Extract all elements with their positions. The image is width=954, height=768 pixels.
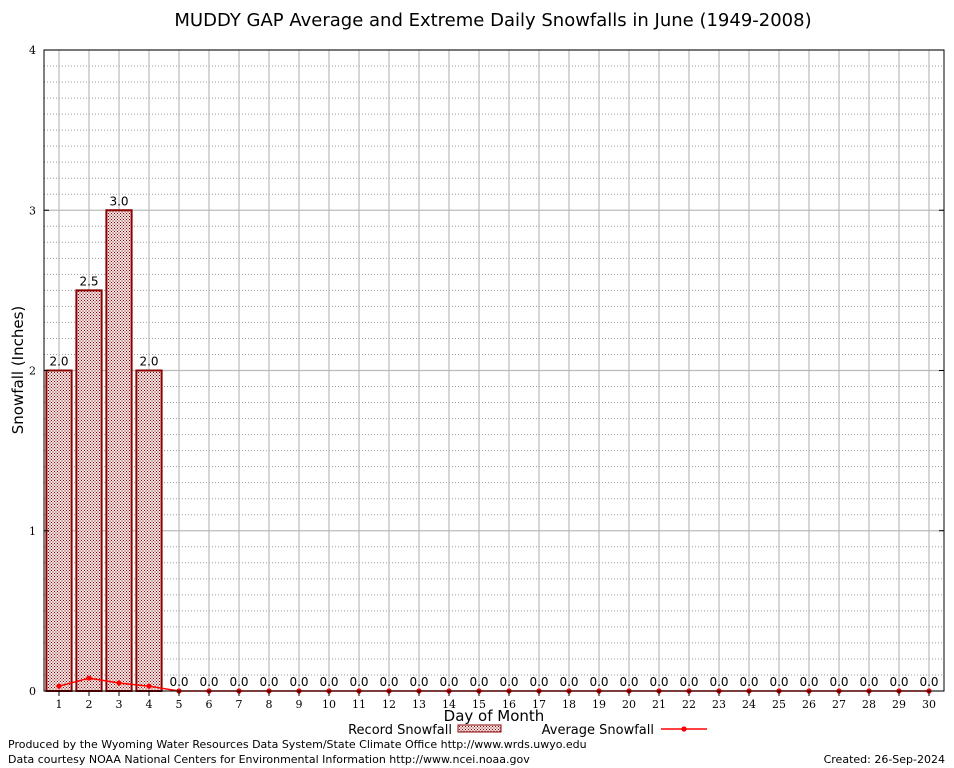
y-axis-title: Snowfall (Inches) [9,306,27,434]
legend-average-label: Average Snowfall [542,723,654,738]
bar-value-label: 3.0 [109,194,128,208]
bar-value-label: 0.0 [229,675,248,689]
bar-value-label: 0.0 [589,675,608,689]
x-tick-label: 6 [206,698,213,711]
x-tick-label: 30 [922,698,936,711]
x-tick-label: 23 [712,698,726,711]
legend-record-swatch [457,724,502,733]
x-tick-label: 16 [502,698,516,711]
x-tick-label: 27 [832,698,846,711]
footer-created-date: Created: 26-Sep-2024 [823,753,945,766]
bar-value-label: 0.0 [619,675,638,689]
bar-value-label: 2.0 [49,355,68,369]
bar-value-label: 0.0 [529,675,548,689]
bar-value-label: 0.0 [199,675,218,689]
x-tick-label: 7 [236,698,243,711]
legend-record-label: Record Snowfall [348,723,452,738]
x-tick-label: 10 [322,698,336,711]
chart-title: MUDDY GAP Average and Extreme Daily Snow… [174,10,811,31]
bar-value-label: 0.0 [889,675,908,689]
bar-value-labels: 2.0 2.5 3.0 2.0 0.0 0.0 0.0 0.0 0.0 0.0 0.0 0.0 0.0 0… [49,194,938,689]
record-snowfall-bars [45,209,163,692]
x-tick-label: 14 [442,698,456,711]
legend: Record Snowfall Average Snowfall [348,723,707,738]
x-axis-title: Day of Month [444,707,545,725]
x-tick-label: 4 [146,698,153,711]
bar-value-label: 0.0 [259,675,278,689]
x-tick-label: 26 [802,698,816,711]
y-tick-label: 2 [29,365,36,378]
average-point [56,683,62,689]
x-tick-label: 1 [56,698,63,711]
bar-value-label: 0.0 [349,675,368,689]
x-tick-label: 15 [472,698,486,711]
y-tick-label: 3 [29,204,36,217]
x-tick-label: 22 [682,698,696,711]
bar-value-label: 0.0 [799,675,818,689]
average-point [116,680,122,686]
bar-value-label: 2.5 [79,274,98,288]
bar-value-label: 0.0 [829,675,848,689]
average-point [146,683,152,689]
bar-value-label: 0.0 [169,675,188,689]
record-bar [45,369,73,692]
x-tick-label: 5 [176,698,183,711]
bar-value-label: 0.0 [319,675,338,689]
x-tick-label: 17 [532,698,546,711]
bar-value-label: 0.0 [559,675,578,689]
bar-value-label: 0.0 [439,675,458,689]
x-tick-label: 12 [382,698,396,711]
x-tick-label: 21 [652,698,666,711]
bar-value-label: 0.0 [739,675,758,689]
bar-value-label: 0.0 [769,675,788,689]
x-tick-label: 20 [622,698,636,711]
x-tick-label: 11 [352,698,366,711]
footer-credit-noaa: Data courtesy NOAA National Centers for … [8,753,530,766]
x-tick-label: 29 [892,698,906,711]
x-tick-label: 19 [592,698,606,711]
y-tick-label: 4 [29,44,36,57]
bar-value-label: 0.0 [469,675,488,689]
footer-credit-wrds: Produced by the Wyoming Water Resources … [8,738,587,751]
y-axis-ticks: 0 1 2 3 4 [29,44,944,698]
bar-value-label: 2.0 [139,355,158,369]
bar-value-label: 0.0 [409,675,428,689]
x-tick-label: 2 [86,698,93,711]
record-bar [105,209,133,692]
bar-value-label: 0.0 [289,675,308,689]
gridlines [44,49,944,692]
record-bar [75,289,103,692]
record-bar [135,369,163,692]
bar-value-label: 0.0 [919,675,938,689]
legend-average-marker [681,726,687,732]
bar-value-label: 0.0 [499,675,518,689]
bar-value-label: 0.0 [379,675,398,689]
x-tick-label: 28 [862,698,876,711]
y-tick-label: 1 [29,525,36,538]
bar-value-label: 0.0 [859,675,878,689]
bar-value-label: 0.0 [649,675,668,689]
x-tick-label: 18 [562,698,576,711]
x-tick-label: 9 [296,698,303,711]
x-tick-label: 13 [412,698,426,711]
x-tick-label: 8 [266,698,273,711]
x-tick-label: 24 [742,698,756,711]
bar-value-label: 0.0 [679,675,698,689]
average-point [86,675,92,681]
x-tick-label: 3 [116,698,123,711]
x-tick-label: 25 [772,698,786,711]
y-tick-label: 0 [29,685,36,698]
x-axis-ticks: 1 2 3 4 5 6 7 8 9 10 11 12 13 14 15 16 17 18 19 20 21 22 23 24 2… [56,691,936,711]
bar-value-label: 0.0 [709,675,728,689]
